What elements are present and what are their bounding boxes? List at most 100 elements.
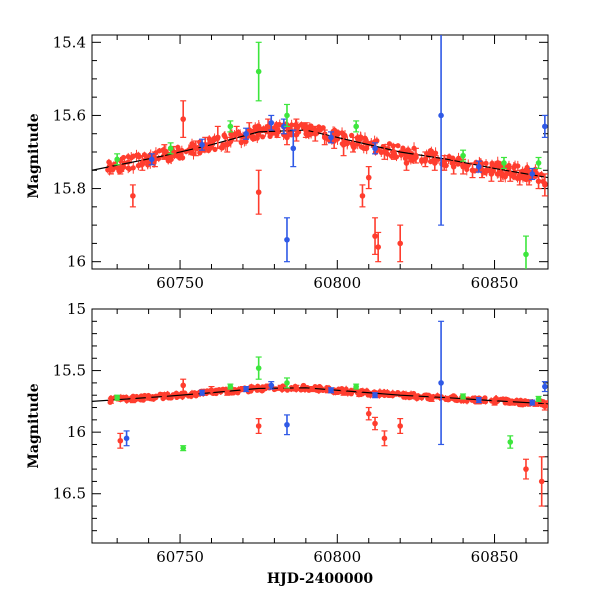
y-tick-label: 16	[67, 253, 86, 271]
data-point	[293, 385, 300, 391]
x-tick-label: 60750	[156, 274, 204, 292]
x-tick-label: 60850	[471, 548, 519, 566]
data-point	[180, 382, 186, 389]
data-point	[381, 435, 388, 442]
data-point	[353, 123, 359, 130]
data-point	[372, 233, 378, 239]
plot-frame	[91, 308, 549, 544]
data-point	[365, 174, 372, 181]
data-point	[535, 396, 542, 402]
data-point	[507, 439, 514, 445]
data-point	[293, 127, 300, 133]
band-point	[335, 131, 341, 137]
data-point	[542, 383, 548, 390]
data-point	[444, 396, 451, 402]
band-point	[446, 153, 452, 160]
data-point	[145, 394, 152, 401]
data-point	[381, 149, 388, 155]
bottom-xlabel: HJD-2400000	[267, 571, 374, 587]
band-point	[483, 160, 489, 166]
band-point	[381, 389, 387, 395]
data-point	[529, 399, 536, 406]
band-point	[345, 390, 351, 396]
data-point	[460, 393, 466, 400]
data-point	[284, 421, 290, 428]
band-point	[212, 146, 218, 152]
data-point	[281, 123, 287, 130]
data-point	[431, 160, 438, 166]
data-point	[108, 397, 114, 404]
data-point	[529, 171, 536, 177]
band-point	[455, 155, 462, 161]
data-point	[469, 167, 476, 174]
data-point	[274, 127, 281, 133]
data-point	[538, 478, 545, 485]
data-point	[328, 134, 334, 141]
band-point	[432, 150, 439, 156]
data-point	[523, 251, 529, 258]
data-point	[428, 396, 435, 402]
data-point	[516, 174, 523, 181]
band-point	[464, 166, 470, 173]
band-point	[349, 132, 355, 139]
band-point	[400, 145, 406, 151]
data-point	[255, 68, 262, 75]
data-point	[284, 134, 290, 141]
data-point	[450, 163, 457, 170]
band-point	[362, 135, 368, 141]
data-point	[350, 141, 356, 148]
band-point	[173, 390, 179, 396]
band-point	[125, 165, 131, 171]
band-point	[256, 123, 262, 129]
bottom-panel: Magnitude HJD-2400000 60750 60800 60850 15 1…	[26, 300, 549, 587]
band-point	[130, 153, 136, 159]
data-point	[542, 403, 548, 410]
top-ylabel: Magnitude	[26, 113, 42, 198]
data-point	[438, 380, 444, 386]
data-point	[535, 178, 542, 185]
data-point	[356, 391, 363, 397]
data-point	[167, 145, 174, 152]
data-point	[255, 423, 262, 429]
band-point	[515, 163, 521, 169]
plot-area	[92, 35, 548, 269]
band-point	[484, 168, 490, 174]
data-point	[321, 134, 328, 141]
band-point	[405, 147, 411, 153]
band-point	[393, 154, 400, 160]
band-point	[190, 150, 197, 157]
data-point	[161, 149, 168, 155]
data-point	[233, 130, 240, 137]
data-point	[372, 420, 378, 427]
plot-area	[92, 320, 548, 507]
data-point	[340, 389, 347, 396]
band-point	[218, 144, 224, 151]
data-point	[243, 130, 249, 137]
y-tick-label: 15.5	[53, 362, 86, 380]
y-tick-label: 16.5	[53, 485, 86, 503]
data-point	[507, 399, 514, 406]
data-point	[542, 182, 548, 188]
data-point	[476, 163, 482, 170]
band-point	[495, 160, 501, 166]
data-point	[268, 382, 275, 389]
data-point	[284, 236, 290, 243]
band-point	[395, 143, 401, 149]
data-point	[284, 112, 290, 119]
data-point	[161, 392, 168, 399]
band-point	[243, 138, 249, 145]
band-point	[300, 384, 306, 390]
data-point	[130, 193, 136, 199]
band-point	[136, 154, 142, 160]
data-point	[114, 156, 120, 163]
y-tick-label: 15.8	[53, 180, 86, 198]
x-tick-label: 60850	[471, 274, 519, 292]
data-point	[208, 387, 215, 394]
data-point	[303, 127, 309, 133]
data-point	[413, 393, 419, 400]
data-point	[498, 171, 504, 177]
band-point	[168, 156, 174, 163]
band-point	[254, 135, 260, 141]
data-point	[227, 123, 234, 130]
